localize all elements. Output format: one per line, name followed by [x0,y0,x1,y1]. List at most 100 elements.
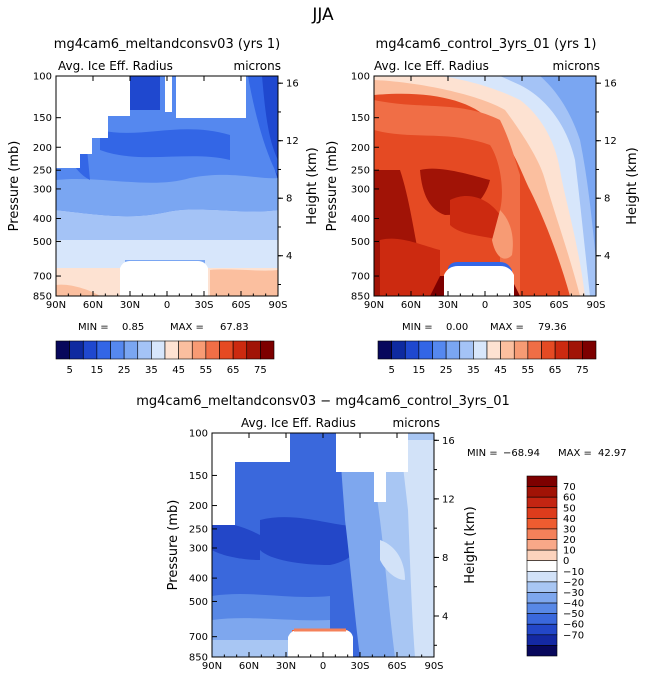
panel-c-colorbar-swatch [526,475,558,487]
panel-c-colorbar-label: 0 [563,556,569,567]
panel-c-colorbar-swatch [526,570,558,583]
panel-c-min-value: −68.94 [503,448,540,459]
panel-b-title: mg4cam6_control_3yrs_01 (yrs 1) [376,37,597,52]
panel-b-xtick-label: 30N [438,300,458,311]
panel-c-xtick-label: 30S [350,661,369,672]
panel-b-colorbar-label: 75 [576,365,589,376]
panel-a-ptick-label: 400 [33,214,52,225]
panel-b-colorbar-swatch [377,340,392,360]
panel-a-min-value: 0.85 [122,322,144,333]
panel-a-colorbar-label: 65 [227,365,240,376]
panel-a-htick-label: 4 [286,251,292,262]
panel-control: mg4cam6_control_3yrs_01 (yrs 1) Avg. Ice… [325,37,640,333]
panel-c-units-label: microns [393,416,441,430]
panel-a-stats: MIN = 0.85 MAX = 67.83 [78,322,249,333]
panel-c-colorbar-label: −70 [563,630,584,641]
panel-b-htick-label: 4 [604,251,610,262]
panel-a-colorbar-label: 55 [200,365,213,376]
panel-b-plot-area [374,76,596,296]
panel-b-ptick-label: 400 [351,214,370,225]
panel-c-htick-label: 4 [442,612,448,623]
panel-b-htick-label: 16 [604,79,617,90]
panel-a-colorbar-swatch [164,340,179,360]
panel-c-colorbar-swatch [526,549,558,562]
panel-c-htick-label: 16 [442,436,455,447]
panel-c-colorbar-label: 70 [563,482,576,493]
panel-c-ptick-label: 200 [189,501,208,512]
panel-c-max-label: MAX = [558,448,592,459]
panel-a-xtick-label: 90N [46,300,66,311]
panel-b-colorbar-label: 35 [467,365,480,376]
panel-c-colorbar-label: 10 [563,546,576,557]
panel-b-ylabel: Pressure (mb) [325,141,340,232]
panel-b-xtick-label: 60N [401,300,421,311]
panel-c-ptick-label: 250 [189,524,208,535]
panel-a-ptick-label: 200 [33,143,52,154]
panel-c-title: mg4cam6_meltandconsv03 − mg4cam6_control… [136,394,510,409]
panel-a-colorbar-swatch [110,340,125,360]
panel-a-y2label: Height (km) [305,147,320,224]
panel-b-units-label: microns [553,59,601,73]
panel-c-colorbar-label: 60 [563,493,576,504]
panel-c-xtick-label: 0 [320,661,326,672]
panel-a-colorbar-swatch [96,340,111,360]
panel-c-colorbar-swatch [526,539,558,551]
panel-c-colorbar-swatch [526,560,558,572]
panel-c-ptick-label: 150 [189,471,208,482]
panel-a-colorbar-label: 75 [254,365,267,376]
panel-c-colorbar-label: −30 [563,588,584,599]
panel-a-max-value: 67.83 [220,322,249,333]
panel-c-min-label: MIN = [467,448,498,459]
panel-b-colorbar-swatch [459,340,474,360]
panel-c-colorbar-swatch [526,507,558,519]
panel-b-ptick-label: 500 [351,237,370,248]
panel-a-ylabel: Pressure (mb) [7,141,22,232]
panel-a-colorbar-label: 45 [172,365,185,376]
panel-a-ptick-label: 100 [33,72,52,83]
panel-b-colorbar-label: 45 [494,365,507,376]
panel-a-colorbar-swatch [246,340,261,360]
figure-title: JJA [311,5,334,25]
panel-b-colorbar-label: 25 [440,365,453,376]
panel-c-xtick-label: 60N [239,661,259,672]
panel-b-xtick-label: 90S [586,300,605,311]
panel-b-colorbar-label: 5 [388,365,394,376]
panel-a-colorbar-label: 25 [118,365,131,376]
panel-a-plot-area [56,76,278,296]
panel-c-xtick-label: 30N [276,661,296,672]
panel-b-xtick-label: 0 [482,300,488,311]
panel-b-ptick-label: 250 [351,166,370,177]
panel-a-colorbar-label: 5 [66,365,72,376]
panel-b-colorbar-swatch [445,340,461,360]
panel-c-colorbar-label: 40 [563,514,576,525]
panel-a-htick-label: 8 [286,194,292,205]
panel-b-min-label: MIN = [402,322,433,333]
panel-b-htick-label: 8 [604,194,610,205]
panel-a-ptick-label: 700 [33,272,52,283]
panel-a-xtick-label: 60S [231,300,250,311]
panel-a-variable-label: Avg. Ice Eff. Radius [58,59,173,73]
panel-b-colorbar-swatch [568,340,583,360]
panel-c-colorbar-swatch [526,623,558,636]
panel-b-colorbar-swatch [404,340,420,360]
panel-b-colorbar-swatch [391,340,406,360]
panel-c-plot-area [212,433,434,657]
panel-a-xtick-label: 30N [120,300,140,311]
panel-c-ylabel: Pressure (mb) [166,500,181,591]
panel-b-xtick-label: 90N [364,300,384,311]
panel-b-colorbar-swatch [582,340,597,360]
panel-c-ptick-label: 300 [189,543,208,554]
panel-a-colorbar-swatch [232,340,248,360]
panel-a-ptick-label: 250 [33,166,52,177]
panel-c-htick-label: 8 [442,553,448,564]
panel-a-htick-label: 12 [286,136,299,147]
panel-a-colorbar-label: 15 [91,365,104,376]
panel-c-variable-label: Avg. Ice Eff. Radius [241,416,356,430]
axes-and-colorbars: 90N 60N 30N 0 30S 60S 90S100150200250300400500… [33,72,617,673]
panel-b-xtick-label: 60S [549,300,568,311]
panel-c-colorbar-label: −60 [563,620,584,631]
panel-a-colorbar-swatch [137,340,152,360]
panel-a-colorbar-swatch [178,340,193,360]
panel-b-max-label: MAX = [490,322,524,333]
